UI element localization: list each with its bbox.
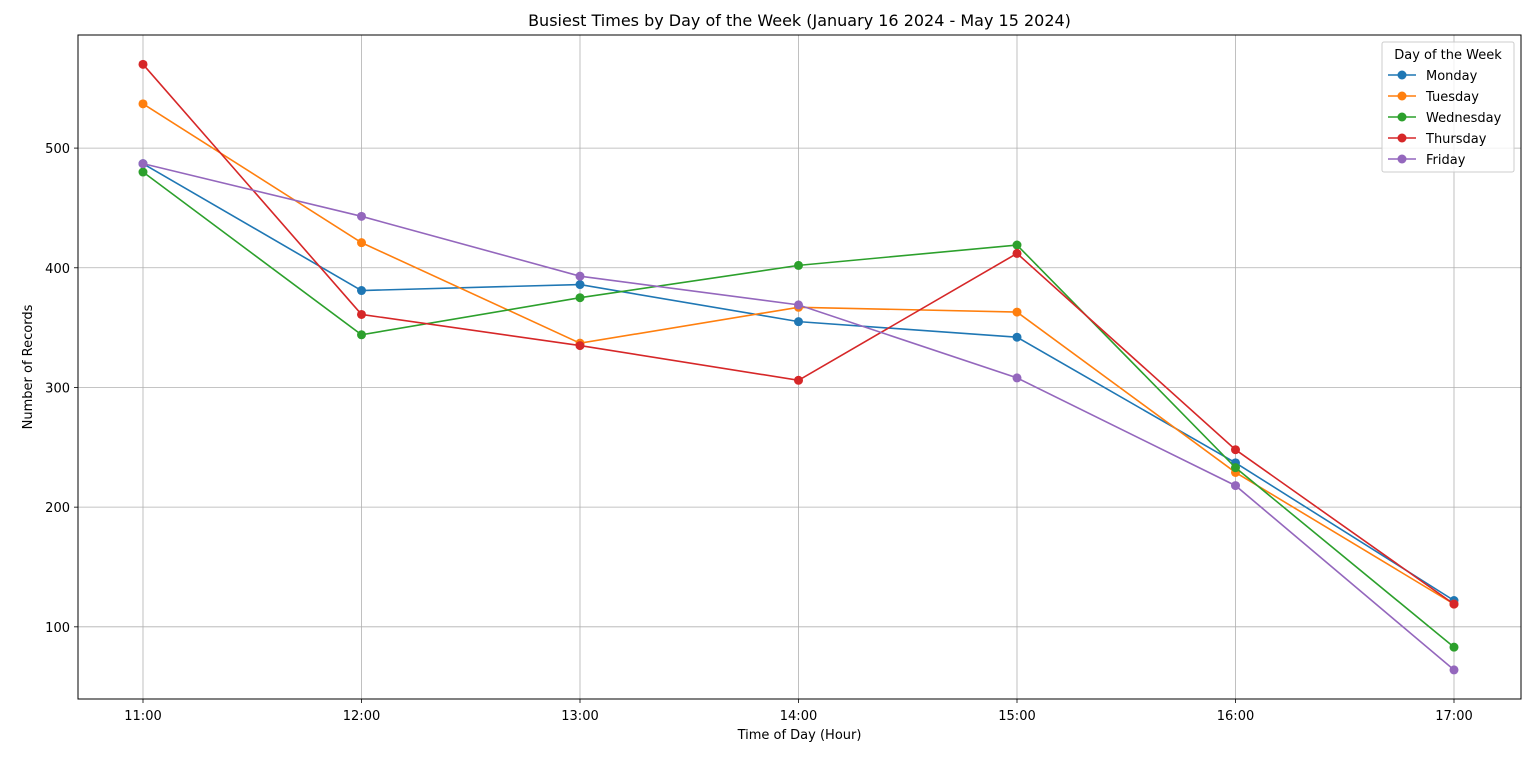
- series-thursday: [138, 59, 1459, 609]
- series-friday: [138, 159, 1459, 675]
- data-point: [1231, 481, 1240, 491]
- data-point: [357, 309, 366, 319]
- legend-item-tuesday: Tuesday: [1388, 90, 1479, 105]
- data-point: [1012, 248, 1022, 258]
- data-point: [1012, 307, 1022, 317]
- legend-title: Day of the Week: [1394, 48, 1502, 63]
- legend-marker: [1397, 112, 1407, 122]
- legend-marker: [1397, 133, 1407, 143]
- data-point: [138, 159, 148, 169]
- x-tick-label: 11:00: [124, 709, 161, 724]
- data-point: [575, 293, 585, 303]
- data-point: [357, 330, 366, 340]
- series-wednesday: [138, 167, 1459, 652]
- legend-label: Tuesday: [1425, 90, 1479, 105]
- data-point: [357, 211, 366, 221]
- legend: Day of the Week Monday Tuesday Wednesday Th…: [1381, 41, 1515, 173]
- axis-ticks: 11:00 12:00 13:00 14:00 15:00 16:00 17:00 100 20…: [45, 142, 1473, 724]
- data-point: [138, 167, 148, 177]
- grid-lines: [78, 35, 1521, 699]
- series-lines: [138, 59, 1459, 675]
- data-point: [575, 271, 585, 281]
- legend-item-friday: Friday: [1388, 153, 1466, 168]
- x-tick-label: 14:00: [780, 709, 817, 724]
- data-point: [1449, 642, 1459, 652]
- legend-item-monday: Monday: [1388, 69, 1478, 84]
- data-point: [1012, 240, 1022, 250]
- y-tick-label: 500: [45, 142, 70, 157]
- data-point: [1449, 599, 1459, 609]
- data-point: [575, 341, 585, 351]
- y-axis-label: Number of Records: [21, 304, 36, 429]
- x-tick-label: 15:00: [998, 709, 1035, 724]
- plot-frame: [77, 34, 1522, 700]
- data-point: [1012, 332, 1022, 342]
- data-point: [794, 300, 803, 310]
- data-point: [138, 59, 148, 69]
- y-tick-label: 200: [45, 501, 70, 516]
- data-point: [794, 375, 803, 385]
- data-point: [794, 317, 803, 327]
- data-point: [357, 238, 366, 248]
- legend-label: Friday: [1426, 153, 1466, 168]
- legend-marker: [1397, 70, 1407, 80]
- y-tick-label: 400: [45, 262, 70, 277]
- y-tick-label: 100: [45, 621, 70, 636]
- data-point: [575, 280, 585, 290]
- legend-label: Monday: [1426, 69, 1478, 84]
- x-tick-label: 17:00: [1435, 709, 1472, 724]
- y-tick-label: 300: [45, 381, 70, 396]
- data-point: [1012, 373, 1022, 383]
- legend-item-thursday: Thursday: [1388, 132, 1487, 147]
- x-tick-label: 16:00: [1217, 709, 1254, 724]
- x-tick-label: 12:00: [343, 709, 380, 724]
- data-point: [1231, 463, 1240, 473]
- data-point: [1231, 445, 1240, 455]
- legend-label: Wednesday: [1426, 111, 1502, 126]
- x-tick-label: 13:00: [561, 709, 598, 724]
- legend-item-wednesday: Wednesday: [1388, 111, 1502, 126]
- data-point: [1449, 665, 1459, 675]
- data-point: [357, 286, 366, 296]
- data-point: [794, 260, 803, 270]
- legend-label: Thursday: [1425, 132, 1487, 147]
- legend-marker: [1397, 154, 1407, 164]
- legend-marker: [1397, 91, 1407, 101]
- chart-title: Busiest Times by Day of the Week (Januar…: [528, 11, 1071, 30]
- x-axis-label: Time of Day (Hour): [737, 728, 862, 743]
- data-point: [138, 99, 148, 109]
